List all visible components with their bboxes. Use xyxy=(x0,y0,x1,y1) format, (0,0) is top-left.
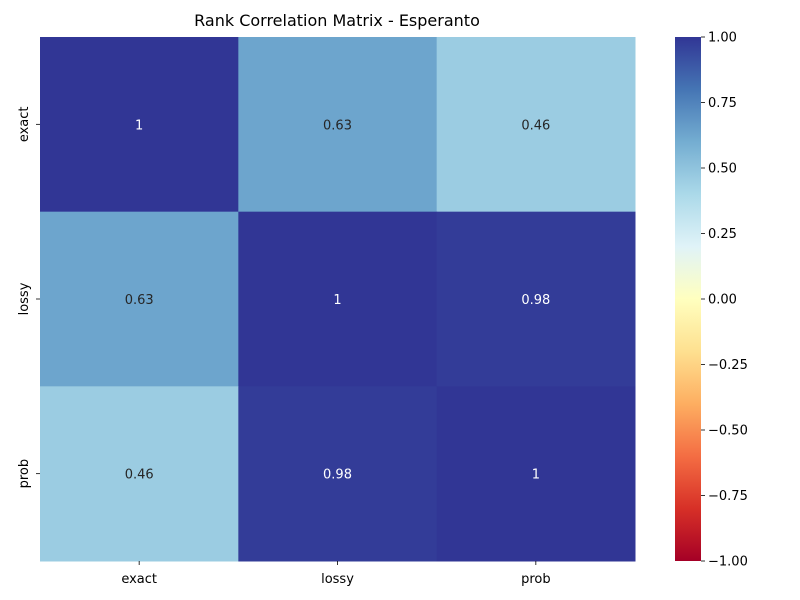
cell-value-label: 1 xyxy=(135,118,143,133)
colorbar-tick-label: 0.25 xyxy=(708,227,737,242)
heatmap-cell xyxy=(40,37,239,213)
heatmap-cell-labels: 1 0.63 0.46 0.63 1 0.98 0.46 0.98 1 xyxy=(125,118,551,482)
x-tick-label: lossy xyxy=(321,572,354,587)
heatmap-cell xyxy=(436,211,636,387)
heatmap-cell xyxy=(238,386,438,562)
y-tick-label: lossy xyxy=(17,282,32,315)
colorbar-tick-label: 0.75 xyxy=(708,96,737,111)
y-axis-ticks: exact lossy prob xyxy=(17,106,40,488)
y-tick-label: prob xyxy=(17,459,32,489)
colorbar-tick-label: 0.50 xyxy=(708,162,737,177)
chart-title: Rank Correlation Matrix - Esperanto xyxy=(194,11,480,30)
colorbar-tick-label: −0.50 xyxy=(708,424,748,439)
cell-value-label: 0.46 xyxy=(125,468,154,483)
heatmap-cell xyxy=(40,386,239,562)
heatmap-cell xyxy=(238,37,438,213)
cell-value-label: 0.63 xyxy=(125,293,154,308)
y-tick-label: exact xyxy=(17,106,32,142)
cell-value-label: 0.63 xyxy=(323,118,352,133)
x-tick-label: prob xyxy=(521,572,551,587)
cell-value-label: 0.98 xyxy=(521,293,550,308)
colorbar-tick-label: −0.75 xyxy=(708,489,748,504)
heatmap-cell xyxy=(40,211,239,387)
heatmap-cell xyxy=(436,386,636,562)
colorbar-tick-label: 1.00 xyxy=(708,31,737,46)
cell-value-label: 0.46 xyxy=(521,118,550,133)
heatmap-cells xyxy=(40,37,636,562)
colorbar-tick-label: −1.00 xyxy=(708,555,748,570)
colorbar-tick-label: −0.25 xyxy=(708,358,748,373)
colorbar-ticks: 1.00 0.75 0.50 0.25 0.00 −0.25 −0.50 −0.75 −1.00 xyxy=(701,31,748,570)
heatmap-cell xyxy=(238,211,438,387)
x-axis-ticks: exact lossy prob xyxy=(121,561,551,587)
x-tick-label: exact xyxy=(121,572,157,587)
cell-value-label: 1 xyxy=(532,468,540,483)
cell-value-label: 0.98 xyxy=(323,468,352,483)
heatmap-cell xyxy=(436,37,636,213)
colorbar-tick-label: 0.00 xyxy=(708,293,737,308)
colorbar xyxy=(675,37,701,561)
cell-value-label: 1 xyxy=(333,293,341,308)
